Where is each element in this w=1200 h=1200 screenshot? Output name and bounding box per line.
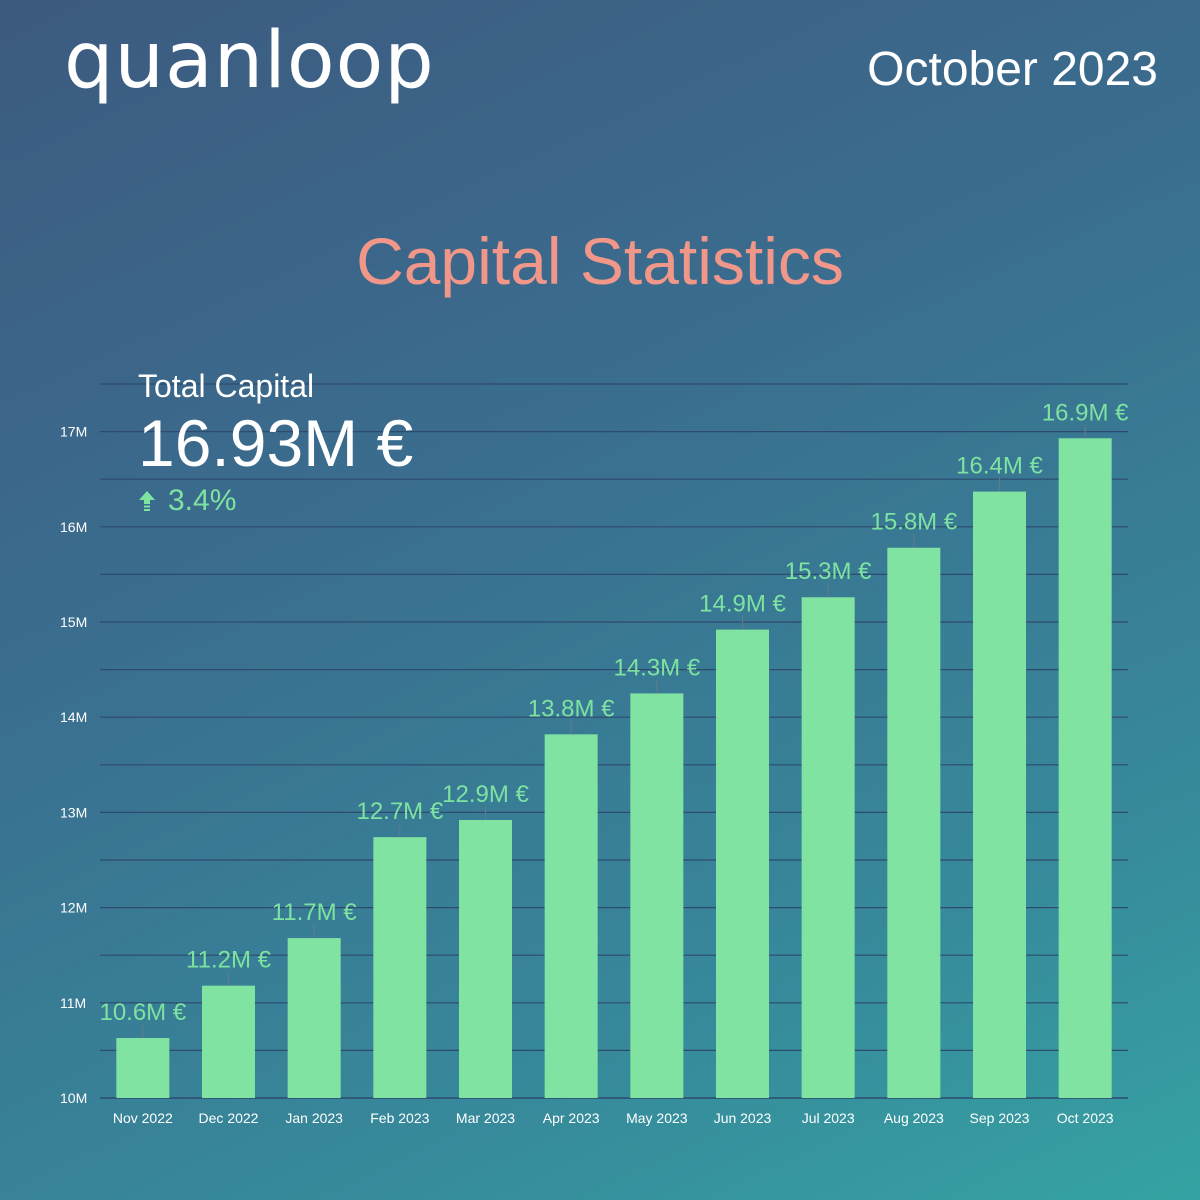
bar [116,1038,170,1098]
x-tick-label: Mar 2023 [456,1110,515,1126]
y-tick-label: 17M [60,424,87,440]
data-label: 13.8M € [528,695,615,722]
bar [973,491,1026,1098]
x-tick-label: Jul 2023 [802,1110,855,1126]
data-label: 12.9M € [442,781,529,808]
bar [801,597,855,1098]
chart-title: Capital Statistics [356,224,844,298]
x-tick-label: Sep 2023 [970,1110,1030,1126]
total-capital-value: 16.93M € [138,406,414,480]
bar [373,837,427,1098]
bar [1058,438,1112,1098]
report-date: October 2023 [867,43,1158,96]
data-label: 14.3M € [613,654,700,681]
x-tick-label: Aug 2023 [884,1110,944,1126]
x-tick-label: Feb 2023 [370,1110,429,1126]
arrow-up-icon [139,491,155,511]
y-tick-label: 15M [60,614,87,630]
bar [459,820,512,1098]
y-tick-label: 12M [60,900,87,916]
bar [716,629,769,1098]
bar [202,985,255,1098]
x-tick-label: Apr 2023 [543,1110,600,1126]
data-label: 14.9M € [699,591,786,618]
y-tick-label: 13M [60,804,87,820]
bar [544,734,598,1098]
data-label: 11.2M € [186,947,272,974]
y-tick-label: 11M [60,995,86,1011]
x-tick-label: May 2023 [626,1110,688,1126]
quanloop-logo: quanloop [64,16,435,106]
bar [287,938,341,1098]
y-tick-label: 14M [60,709,87,725]
data-label: 12.7M € [356,798,443,825]
data-label: 16.9M € [1042,399,1129,426]
capital-change-value: 3.4% [168,484,237,517]
y-tick-label: 16M [60,519,87,535]
data-label: 11.7M € [272,899,358,926]
data-label: 10.6M € [99,999,186,1026]
x-tick-label: Nov 2022 [113,1110,173,1126]
x-tick-label: Oct 2023 [1057,1110,1114,1126]
capital-change: 3.4% [138,486,236,516]
data-label: 15.3M € [785,558,872,585]
x-tick-label: Dec 2022 [199,1110,259,1126]
y-tick-label: 10M [60,1090,87,1106]
x-tick-label: Jan 2023 [285,1110,343,1126]
data-label: 16.4M € [956,453,1043,480]
bar [887,547,941,1098]
total-capital-label: Total Capital [138,368,315,404]
bar [630,693,684,1098]
x-tick-label: Jun 2023 [714,1110,772,1126]
data-label: 15.8M € [870,509,957,536]
